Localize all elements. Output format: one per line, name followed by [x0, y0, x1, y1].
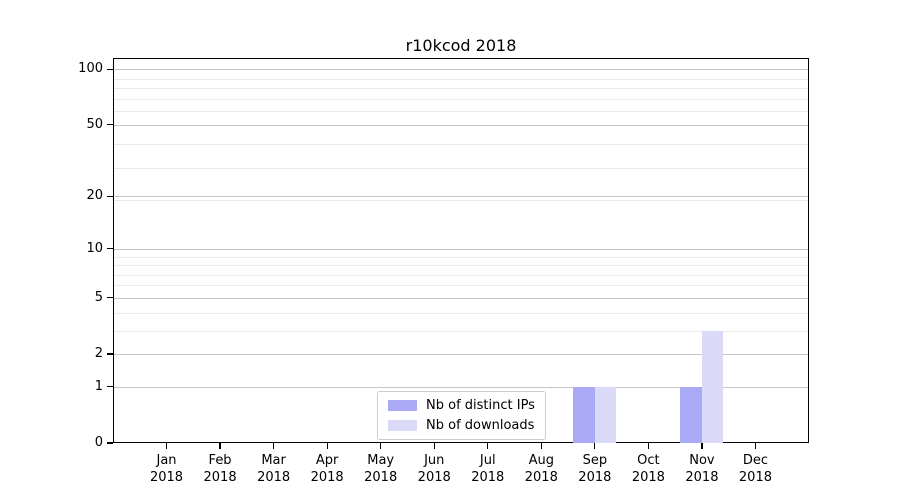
- x-tick-label: Feb 2018: [203, 453, 237, 485]
- gridline-major: [114, 297, 808, 299]
- gridline-minor: [114, 88, 808, 90]
- gridline-minor: [114, 144, 808, 146]
- y-tick-label: 0: [94, 435, 103, 450]
- y-tick-mark: [107, 442, 113, 444]
- x-tick-mark: [701, 443, 703, 449]
- x-tick-mark: [165, 443, 168, 449]
- gridline-minor: [114, 265, 808, 267]
- legend-swatch-distinct-ips: [388, 400, 417, 411]
- y-tick-label: 100: [78, 61, 103, 77]
- x-tick-mark: [647, 443, 649, 449]
- x-tick-mark: [219, 443, 221, 449]
- y-tick-mark: [107, 68, 113, 70]
- gridline-minor: [114, 256, 808, 258]
- x-tick-mark: [273, 443, 275, 449]
- bar-distinct-ips-sep: [573, 386, 595, 443]
- x-tick-label: Jun 2018: [417, 453, 451, 485]
- x-tick-mark: [487, 443, 489, 449]
- legend-entry: Nb of distinct IPs: [388, 398, 535, 413]
- chart-title: r10kcod 2018: [405, 36, 517, 55]
- x-tick-label: Oct 2018: [631, 453, 665, 485]
- x-tick-label: Dec 2018: [738, 453, 772, 485]
- gridline-minor: [114, 312, 808, 314]
- y-tick-label: 20: [86, 188, 103, 204]
- x-tick-label: Jul 2018: [471, 453, 505, 485]
- x-tick-label: Sep 2018: [578, 453, 612, 485]
- y-tick-label: 1: [94, 378, 103, 394]
- gridline-major: [114, 248, 808, 250]
- y-tick-mark: [107, 123, 113, 126]
- legend-entry: Nb of downloads: [388, 418, 535, 433]
- gridline-minor: [114, 78, 808, 80]
- x-tick-mark: [594, 443, 596, 449]
- y-tick-label: 10: [86, 240, 103, 256]
- y-tick-mark: [107, 386, 113, 388]
- y-tick-mark: [107, 353, 113, 355]
- gridline-major: [114, 354, 808, 356]
- x-tick-label: Aug 2018: [524, 453, 558, 485]
- y-tick-label: 50: [86, 116, 103, 132]
- x-tick-label: May 2018: [364, 453, 398, 485]
- x-tick-mark: [433, 443, 435, 449]
- x-tick-mark: [380, 443, 382, 449]
- gridline-minor: [114, 274, 808, 276]
- legend: Nb of distinct IPs Nb of downloads: [377, 391, 546, 440]
- x-tick-mark: [326, 443, 328, 449]
- gridline-major: [114, 196, 808, 198]
- gridline-minor: [114, 98, 808, 100]
- y-tick-label: 5: [94, 289, 103, 305]
- gridline-major: [114, 386, 808, 388]
- y-tick-mark: [107, 297, 113, 299]
- plot-area: [113, 58, 809, 443]
- gridline-major: [114, 69, 808, 71]
- x-tick-label: Nov 2018: [685, 453, 719, 485]
- x-tick-label: Mar 2018: [257, 453, 291, 485]
- gridline-major: [114, 124, 808, 126]
- x-tick-mark: [754, 443, 757, 449]
- gridline-minor: [114, 200, 808, 202]
- gridline-minor: [114, 330, 808, 332]
- x-tick-label: Apr 2018: [310, 453, 344, 485]
- legend-label: Nb of downloads: [426, 418, 535, 433]
- x-tick-mark: [540, 443, 542, 449]
- x-tick-label: Jan 2018: [149, 453, 184, 485]
- gridline-minor: [114, 111, 808, 113]
- bar-downloads-nov: [701, 330, 724, 443]
- y-tick-label: 2: [94, 346, 103, 362]
- bar-distinct-ips-nov: [680, 386, 702, 443]
- y-tick-mark: [107, 195, 113, 197]
- y-tick-mark: [107, 248, 113, 250]
- gridline-minor: [114, 167, 808, 169]
- bar-downloads-sep: [594, 386, 617, 443]
- legend-label: Nb of distinct IPs: [426, 398, 535, 413]
- gridline-minor: [114, 285, 808, 287]
- legend-swatch-downloads: [388, 420, 417, 431]
